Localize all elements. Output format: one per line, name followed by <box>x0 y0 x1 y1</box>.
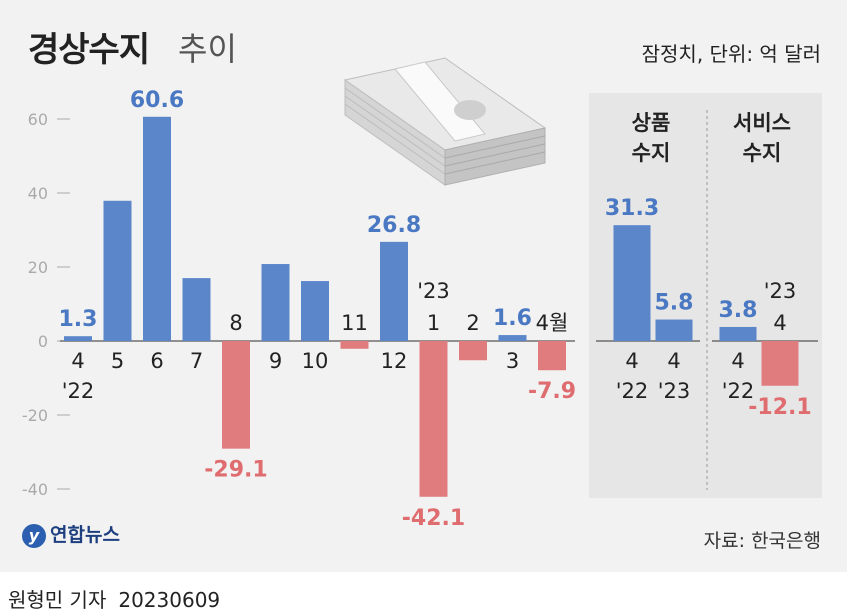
year-label: '22 <box>722 379 755 403</box>
bar-0-9 <box>419 341 448 497</box>
data-label: -7.9 <box>528 379 576 404</box>
y-tick-label: 0 <box>38 332 48 351</box>
publisher-logo: y 연합뉴스 <box>22 520 120 548</box>
bar-0-4 <box>222 341 250 449</box>
y-tick-label: 20 <box>28 258 48 277</box>
category-label: 11 <box>341 311 368 335</box>
year-label: '22 <box>616 379 649 403</box>
bar-1-1 <box>655 319 693 341</box>
category-label: 12 <box>381 349 408 373</box>
category-label: 3 <box>506 349 519 373</box>
category-label: 4 <box>731 349 744 373</box>
category-label: 10 <box>302 349 329 373</box>
bar-0-3 <box>182 278 211 341</box>
category-label: 9 <box>269 349 282 373</box>
bar-0-6 <box>301 281 329 341</box>
y-tick-label: 60 <box>28 110 48 129</box>
source-note: 자료: 한국은행 <box>703 530 821 552</box>
data-label: -29.1 <box>204 458 267 483</box>
category-label: 4 <box>773 311 786 335</box>
bar-0-0 <box>64 336 92 341</box>
side-title-services-line1: 서비스 <box>733 111 791 135</box>
side-title-goods-line1: 상품 <box>632 111 671 135</box>
bar-0-11 <box>498 335 527 341</box>
year-label: '23 <box>764 279 797 303</box>
year-label: '22 <box>62 379 95 403</box>
category-label: 8 <box>229 311 242 335</box>
bar-0-1 <box>103 200 132 341</box>
data-label: 60.6 <box>130 88 184 113</box>
bar-2-1 <box>761 341 799 386</box>
banknote-stack-icon <box>343 57 547 186</box>
bar-0-7 <box>340 341 369 349</box>
data-label: 26.8 <box>367 213 421 238</box>
y-tick-label: -20 <box>22 406 48 425</box>
category-label: 4 <box>625 349 638 373</box>
category-label: 4 <box>667 349 680 373</box>
year-label: '23 <box>417 279 450 303</box>
bar-0-10 <box>459 341 487 361</box>
chart-title: 경상수지 <box>28 30 150 70</box>
bar-chart: 상품 수지 서비스 수지 60 40 20 0 -20 -40 '22 4 1.3 5 6 60.6 7… <box>22 57 818 531</box>
data-label: 31.3 <box>605 196 659 221</box>
data-label: 1.3 <box>59 307 98 332</box>
y-tick-label: -40 <box>22 480 48 499</box>
data-label: -12.1 <box>748 395 811 420</box>
data-label: -42.1 <box>402 506 465 531</box>
category-label: 7 <box>190 349 203 373</box>
bar-0-5 <box>261 264 290 341</box>
side-title-goods-line2: 수지 <box>632 141 671 165</box>
bar-1-0 <box>613 225 651 341</box>
data-label: 1.6 <box>493 306 532 331</box>
data-label: 5.8 <box>655 291 694 316</box>
category-label: 5 <box>111 349 124 373</box>
year-label: '23 <box>658 379 691 403</box>
bar-0-2 <box>143 116 171 341</box>
data-label: 3.8 <box>719 298 758 323</box>
y-tick-label: 40 <box>28 184 48 203</box>
category-label: 6 <box>150 349 163 373</box>
category-label: 4 <box>71 349 84 373</box>
publish-date: 20230609 <box>118 588 221 612</box>
bar-0-8 <box>380 241 408 341</box>
publisher-name: 연합뉴스 <box>50 524 120 546</box>
category-label: 4월 <box>536 311 569 335</box>
yonhap-logo-icon: y <box>22 524 46 548</box>
side-title-services-line2: 수지 <box>743 141 782 165</box>
category-label: 2 <box>466 311 479 335</box>
unit-note: 잠정치, 단위: 억 달러 <box>641 42 821 66</box>
category-label: 1 <box>427 311 440 335</box>
byline: 원형민 기자 20230609 <box>8 584 220 613</box>
bar-2-0 <box>719 326 757 341</box>
bar-0-12 <box>538 341 566 371</box>
chart-subtitle: 추이 <box>178 30 237 68</box>
reporter-name: 원형민 기자 <box>8 588 107 612</box>
